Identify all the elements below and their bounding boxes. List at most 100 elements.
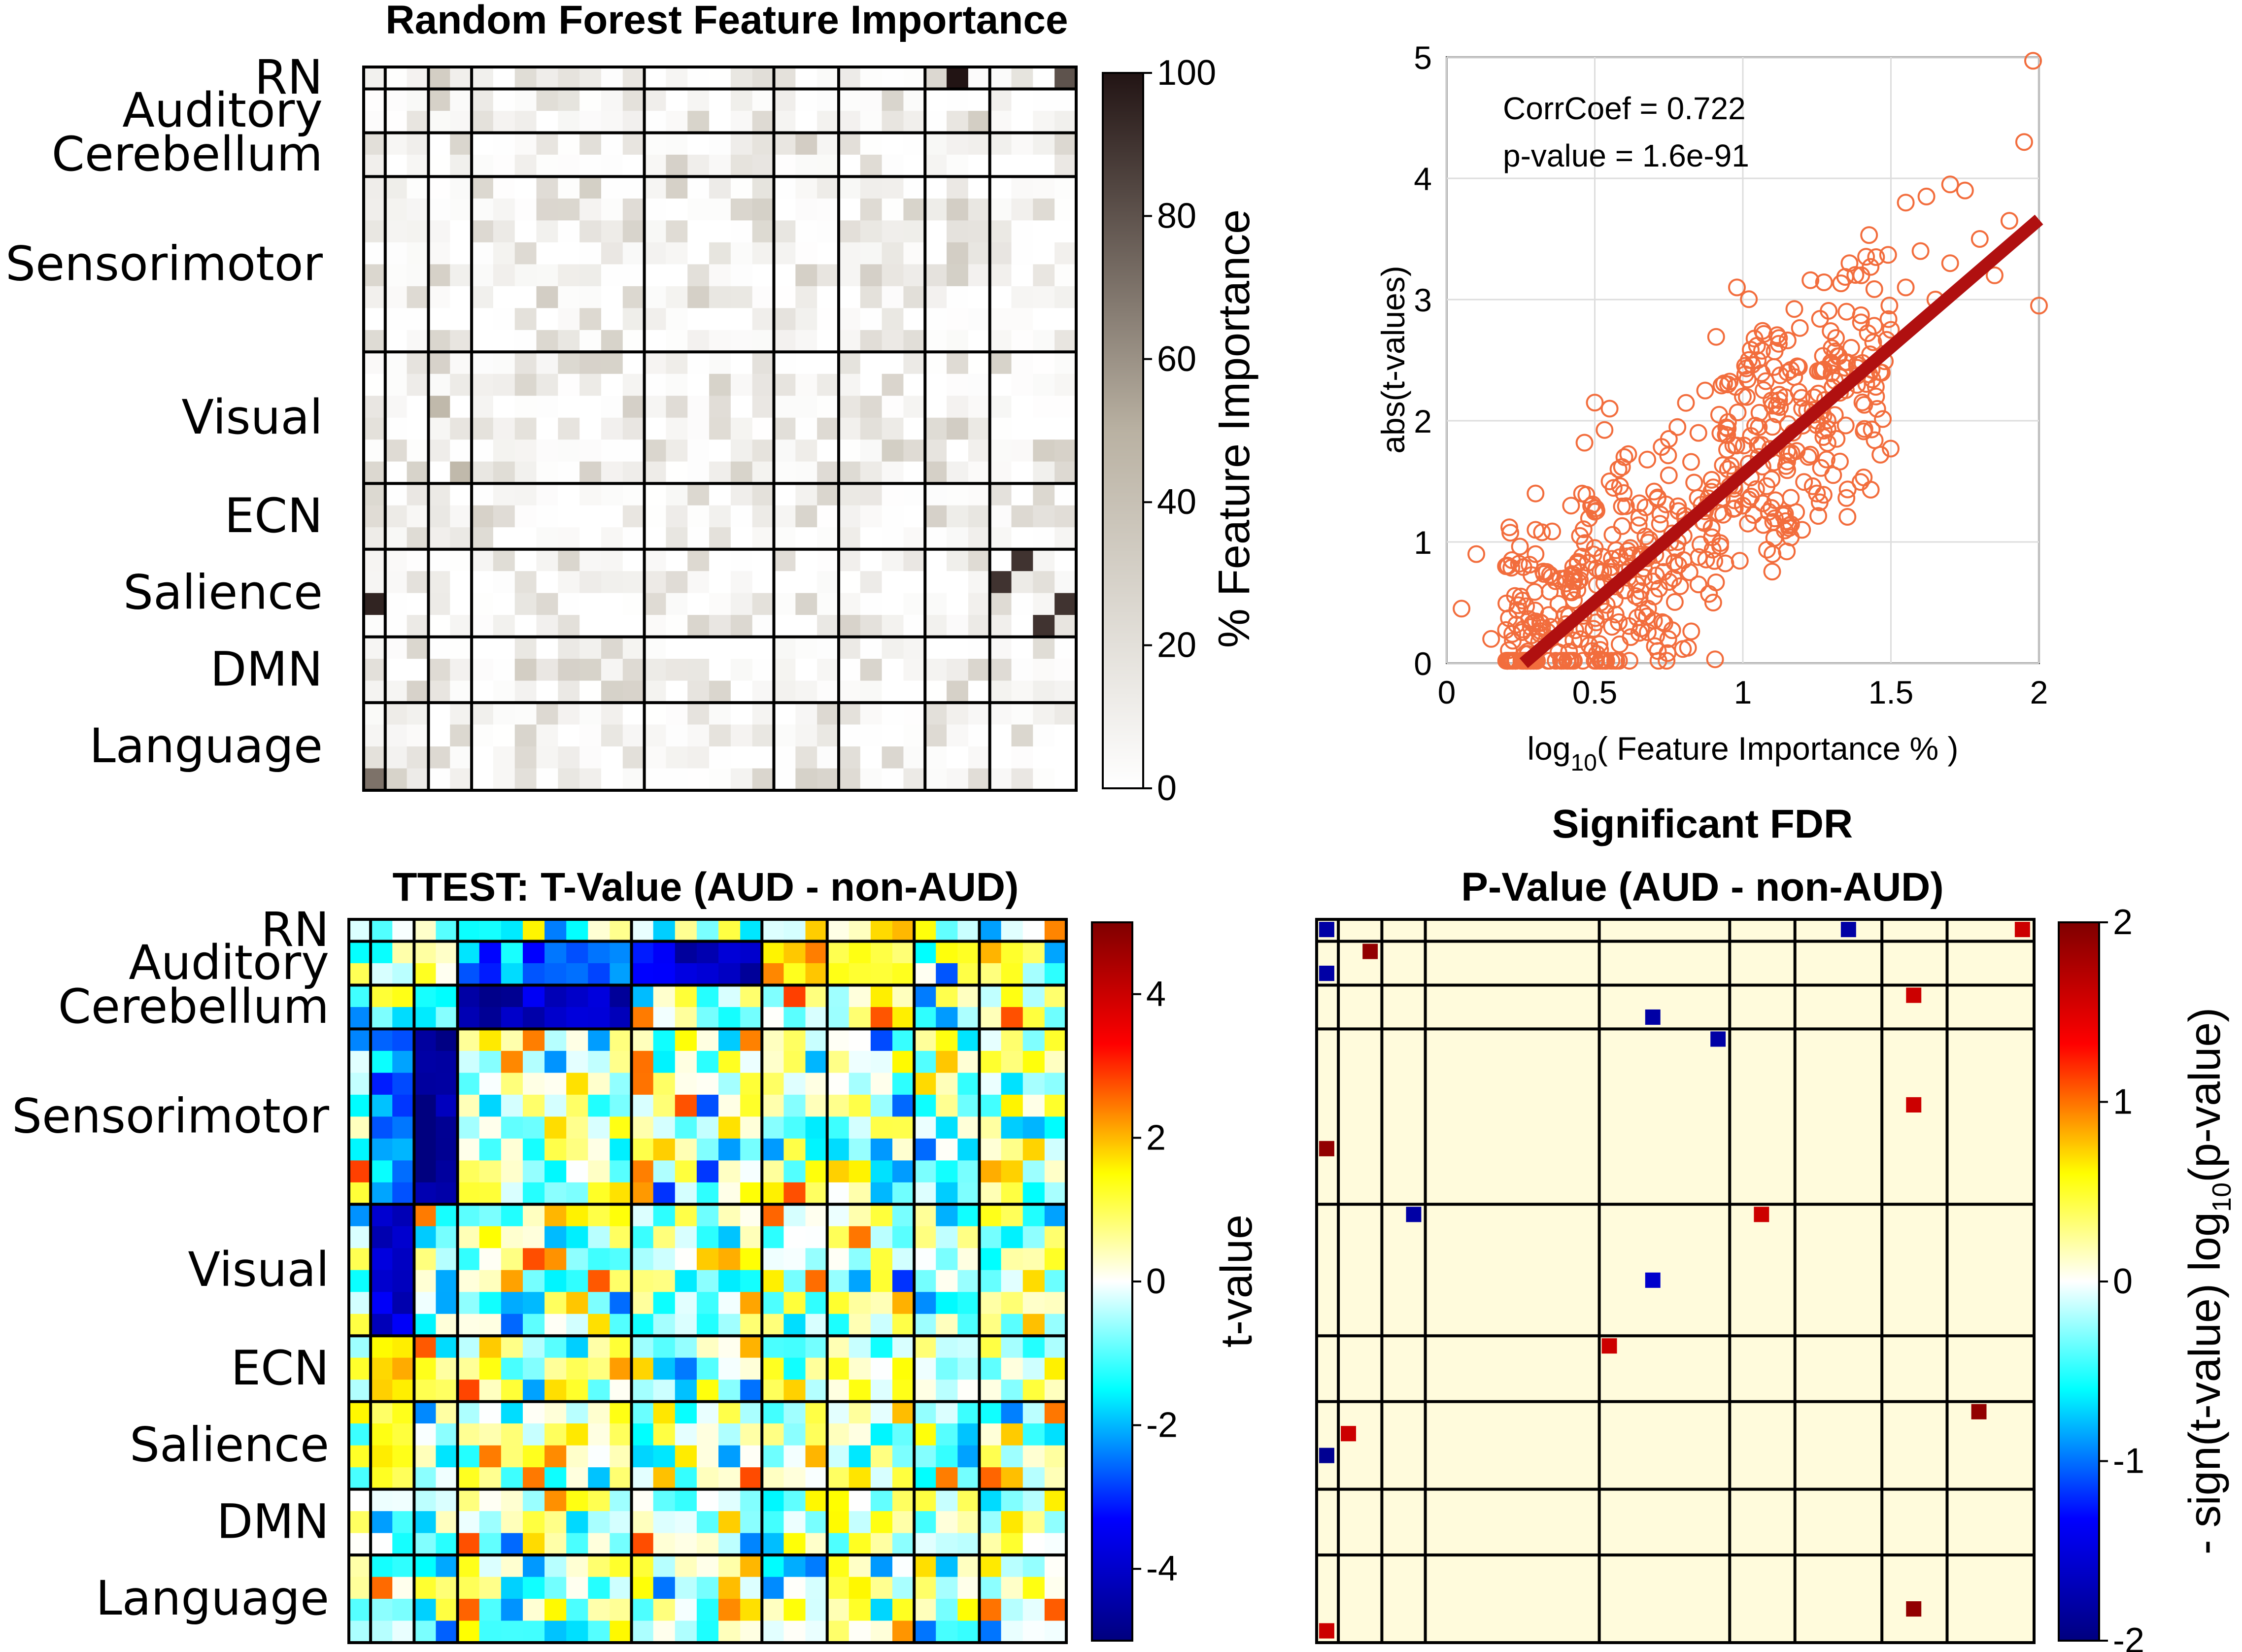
heatmap-cell xyxy=(979,941,1002,964)
heatmap-cell xyxy=(644,615,667,638)
heatmap-cell xyxy=(1044,1533,1067,1555)
heatmap-cell xyxy=(1033,352,1055,374)
heatmap-cell xyxy=(493,89,515,111)
heatmap-cell xyxy=(839,768,861,791)
heatmap-cell xyxy=(407,680,429,703)
heatmap-cell xyxy=(1033,637,1055,659)
scatter-point xyxy=(1782,444,1800,462)
heatmap-cell xyxy=(687,746,710,769)
heatmap-cell xyxy=(666,417,688,440)
heatmap-cell xyxy=(839,133,861,155)
heatmap-cell xyxy=(479,1248,502,1271)
heatmap-cell xyxy=(1022,919,1045,942)
heatmap-cell xyxy=(947,571,969,594)
heatmap-cell xyxy=(870,1160,893,1183)
heatmap-cell xyxy=(472,703,494,725)
heatmap-cell xyxy=(936,1314,958,1336)
heatmap-cell xyxy=(479,919,502,942)
heatmap-cell xyxy=(740,1599,762,1621)
scatter-point xyxy=(1811,362,1830,380)
heatmap-cell xyxy=(709,527,731,550)
heatmap-cell xyxy=(762,1050,784,1073)
heatmap-cell xyxy=(364,680,386,703)
heatmap-cell xyxy=(666,67,688,90)
heatmap-cell xyxy=(827,1357,849,1380)
heatmap-cell xyxy=(687,220,710,243)
heatmap-cell xyxy=(870,1423,893,1446)
heatmap-cell xyxy=(407,724,429,747)
scatter-ytick: 5 xyxy=(1414,39,1432,76)
heatmap-cell xyxy=(1001,1204,1023,1227)
heatmap-cell xyxy=(805,1599,828,1621)
heatmap-cell xyxy=(536,417,558,440)
heatmap-cell xyxy=(450,571,472,594)
heatmap-cell xyxy=(947,724,969,747)
heatmap-cell xyxy=(675,1445,697,1468)
heatmap-cell xyxy=(622,439,645,462)
heatmap-cell xyxy=(957,1050,980,1073)
scatter-point xyxy=(1727,378,1745,396)
heatmap-cell xyxy=(740,919,762,942)
heatmap-cell xyxy=(428,483,450,506)
heatmap-cell xyxy=(827,919,849,942)
colorbar-tick-label: 100 xyxy=(1157,53,1216,93)
heatmap-cell xyxy=(588,1533,611,1555)
heatmap-cell xyxy=(601,133,623,155)
heatmap-cell xyxy=(522,1292,545,1315)
heatmap-cell xyxy=(936,1401,958,1424)
heatmap-cell xyxy=(514,461,537,484)
scatter-point xyxy=(1685,473,1703,492)
heatmap-cell xyxy=(544,1336,567,1358)
heatmap-cell xyxy=(601,483,623,506)
heatmap-cell xyxy=(979,1050,1002,1073)
rf-network-grid xyxy=(364,67,1076,790)
heatmap-cell xyxy=(903,373,925,396)
heatmap-cell xyxy=(675,1029,697,1051)
heatmap-cell xyxy=(479,1292,502,1315)
heatmap-cell xyxy=(892,1533,915,1555)
heatmap-cell xyxy=(1044,1138,1067,1161)
heatmap-cell xyxy=(882,308,904,331)
heatmap-cell xyxy=(588,1380,611,1402)
heatmap-cell xyxy=(795,373,817,396)
heatmap-cell xyxy=(718,1248,741,1271)
heatmap-cell xyxy=(666,439,688,462)
heatmap-cell xyxy=(860,461,883,484)
heatmap-cell xyxy=(428,703,450,725)
heatmap-cell xyxy=(675,1380,697,1402)
scatter-point xyxy=(1615,484,1633,502)
heatmap-cell xyxy=(544,1292,567,1315)
heatmap-cell xyxy=(979,1073,1002,1095)
heatmap-cell xyxy=(610,1007,632,1030)
heatmap-cell xyxy=(687,571,710,594)
heatmap-cell xyxy=(892,985,915,1008)
heatmap-cell xyxy=(687,724,710,747)
heatmap-cell xyxy=(882,89,904,111)
heatmap-cell xyxy=(892,1489,915,1512)
heatmap-cell xyxy=(514,439,537,462)
heatmap-cell xyxy=(536,154,558,177)
heatmap-cell xyxy=(601,352,623,374)
heatmap-cell xyxy=(774,242,796,265)
heatmap-cell xyxy=(968,352,990,374)
heatmap-cell xyxy=(1011,571,1033,594)
heatmap-cell xyxy=(817,461,839,484)
heatmap-cell xyxy=(436,1467,458,1490)
heatmap-cell xyxy=(536,133,558,155)
heatmap-cell xyxy=(1011,176,1033,199)
scatter-point xyxy=(1613,458,1631,476)
heatmap-cell xyxy=(371,1489,393,1512)
heatmap-cell xyxy=(1001,1577,1023,1599)
heatmap-cell xyxy=(947,483,969,506)
heatmap-cell xyxy=(947,746,969,769)
heatmap-cell xyxy=(762,1007,784,1030)
heatmap-cell xyxy=(870,1270,893,1292)
heatmap-cell xyxy=(653,1599,676,1621)
heatmap-cell xyxy=(860,483,883,506)
heatmap-cell xyxy=(718,1050,741,1073)
heatmap-cell xyxy=(385,439,408,462)
heatmap-cell xyxy=(870,1007,893,1030)
heatmap-cell xyxy=(493,593,515,615)
heatmap-cell xyxy=(740,1248,762,1271)
scatter-point xyxy=(1826,406,1844,424)
